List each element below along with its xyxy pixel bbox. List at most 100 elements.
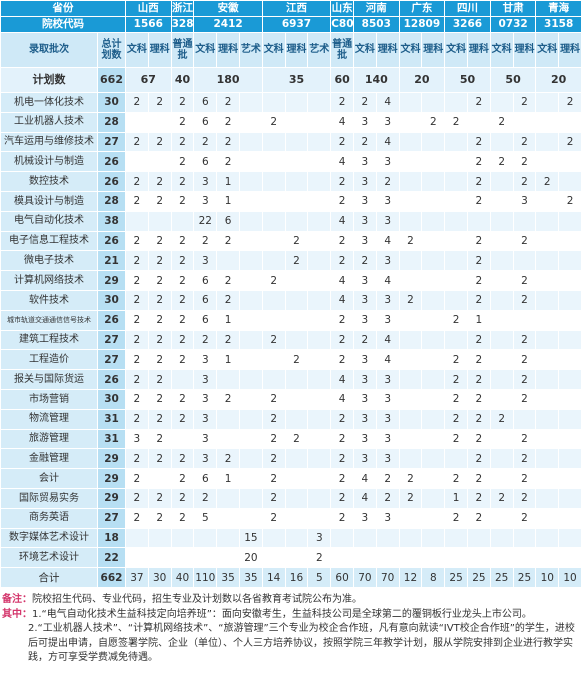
quota (466, 210, 491, 232)
quota (558, 309, 581, 331)
quota (398, 270, 423, 291)
quota (261, 309, 286, 331)
quota: 3 (353, 151, 377, 173)
sum-value: 35 (238, 567, 263, 589)
quota (353, 527, 377, 549)
quota (489, 369, 514, 390)
quota: 3 (125, 428, 149, 450)
quota: 2 (147, 388, 172, 410)
quota (261, 349, 286, 371)
quota: 2 (444, 507, 468, 529)
quota (444, 230, 468, 252)
quota: 2 (466, 230, 491, 252)
quota (398, 507, 423, 529)
quota: 1 (444, 487, 468, 509)
quota (284, 388, 309, 410)
quota: 2 (125, 171, 149, 192)
quota: 2 (147, 230, 172, 252)
quota (147, 547, 172, 569)
quota: 2 (147, 190, 172, 212)
quota (421, 527, 446, 549)
quota (558, 408, 581, 430)
quota (284, 329, 309, 351)
quota: 22 (193, 210, 218, 232)
quota (489, 289, 514, 311)
major-total: 29 (97, 468, 126, 489)
sum-value: 16 (284, 567, 309, 589)
quota (238, 329, 263, 351)
major-name: 电气自动化技术 (0, 210, 98, 232)
quota (398, 428, 423, 450)
major-total: 27 (97, 329, 126, 351)
quota: 3 (375, 250, 400, 272)
quota: 6 (193, 151, 218, 173)
quota: 2 (216, 230, 240, 252)
quota (284, 92, 309, 113)
quota (284, 111, 309, 133)
note-row: 备注： 院校招生代码、专业代码，招生专业及计划数以各省教育考试院公布为准。 (2, 593, 577, 608)
quota (558, 270, 581, 291)
quota (489, 428, 514, 450)
quota (421, 131, 446, 153)
quota (558, 547, 581, 569)
plan-count: 67 (125, 67, 172, 93)
plan-table: 省份山西浙江安徽江西山东河南广东四川甘肃青海院校代码15663286241269… (0, 0, 581, 589)
plan-count: 20 (398, 67, 446, 93)
quota: 3 (375, 507, 400, 529)
quota: 2 (125, 289, 149, 311)
major-total: 26 (97, 369, 126, 390)
quota (535, 151, 560, 173)
quota: 2 (466, 171, 491, 192)
quota (125, 527, 149, 549)
quota: 6 (216, 210, 240, 232)
school-code: 12809 (398, 16, 446, 33)
quota: 3 (353, 428, 377, 450)
major-name: 会计 (0, 468, 98, 489)
quota: 3 (375, 210, 400, 232)
quota: 2 (216, 151, 240, 173)
batch-label: 总计划数 (97, 32, 126, 68)
batch-label: 文科 (535, 32, 560, 68)
batch-label: 艺术 (238, 32, 263, 68)
quota (261, 131, 286, 153)
quota: 2 (261, 468, 286, 489)
quota: 2 (330, 428, 354, 450)
major-row: 工业机器人技术 28 2 6 2 2 4 3 3 2 2 2 (0, 111, 581, 133)
quota: 2 (330, 507, 354, 529)
quota: 2 (330, 468, 354, 489)
note-label: 备注： (2, 594, 32, 605)
quota: 2 (375, 487, 400, 509)
major-total: 21 (97, 250, 126, 272)
quota (238, 388, 263, 410)
quota: 2 (125, 230, 149, 252)
quota (558, 230, 581, 252)
quota (558, 507, 581, 529)
quota (193, 547, 218, 569)
sum-value: 40 (170, 567, 195, 589)
major-total: 31 (97, 408, 126, 430)
quota: 2 (398, 230, 423, 252)
quota: 4 (375, 349, 400, 371)
quota (558, 171, 581, 192)
quota (307, 230, 332, 252)
quota (307, 270, 332, 291)
major-row: 旅游管理 31 3 2 3 2 2 2 3 3 2 2 2 (0, 428, 581, 450)
quota: 2 (147, 289, 172, 311)
quota: 5 (193, 507, 218, 529)
major-name: 环境艺术设计 (0, 547, 98, 569)
quota (307, 428, 332, 450)
batch-label: 普通批 (330, 32, 354, 68)
quota: 2 (466, 349, 491, 371)
quota: 4 (375, 230, 400, 252)
quota: 2 (398, 468, 423, 489)
quota: 3 (193, 408, 218, 430)
quota: 2 (193, 487, 218, 509)
quota: 2 (125, 487, 149, 509)
quota (170, 210, 195, 232)
quota (535, 547, 560, 569)
major-total: 26 (97, 309, 126, 331)
quota: 3 (353, 230, 377, 252)
quota: 2 (147, 349, 172, 371)
quota: 2 (125, 408, 149, 430)
